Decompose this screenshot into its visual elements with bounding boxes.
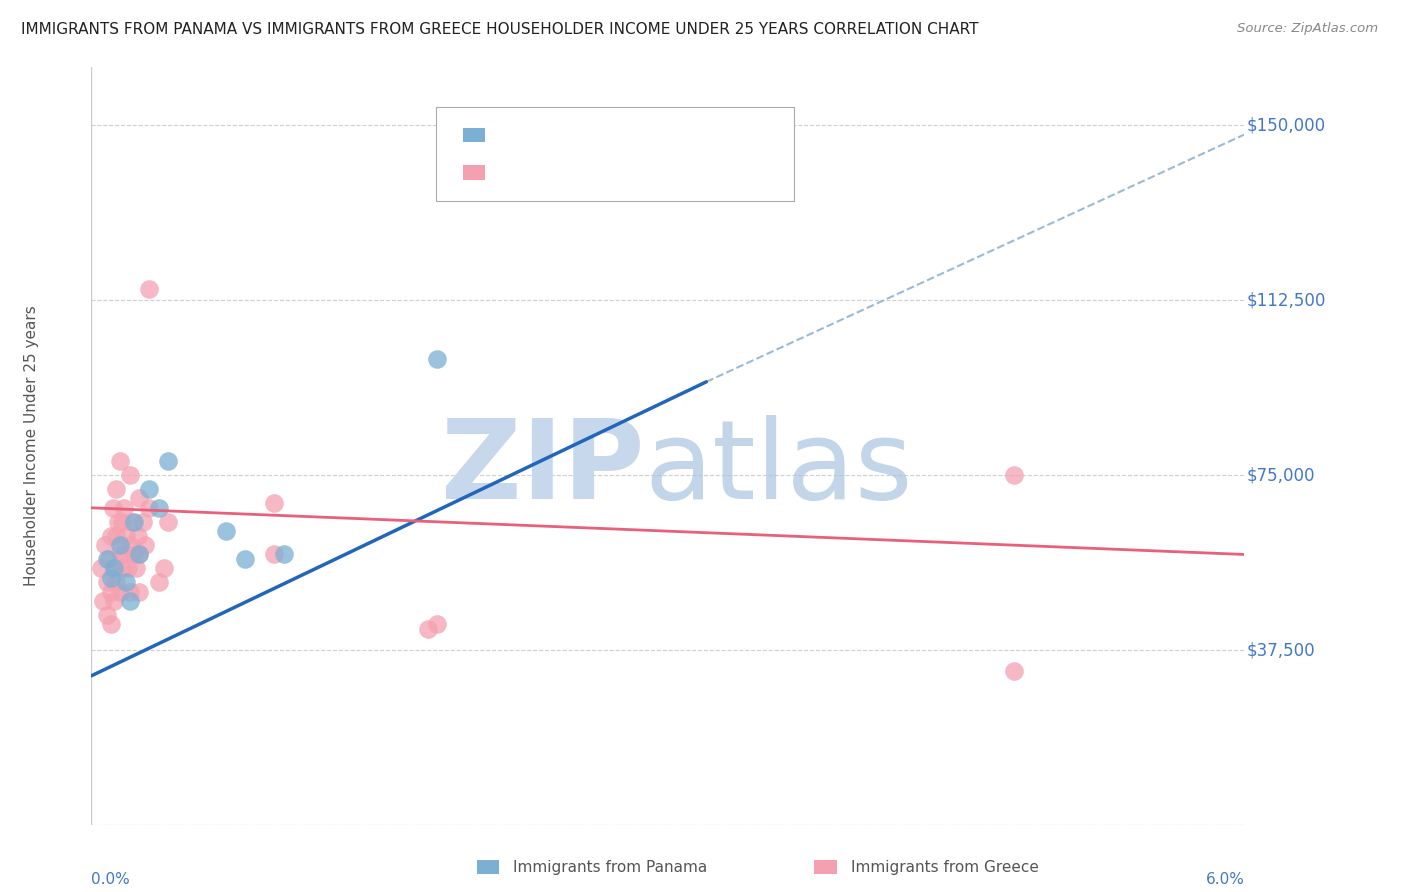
Point	[111, 515, 134, 529]
Point	[118, 594, 141, 608]
Text: Immigrants from Panama: Immigrants from Panama	[513, 860, 707, 874]
Point	[416, 622, 439, 636]
Text: R =: R =	[496, 127, 533, 145]
Point	[215, 524, 238, 538]
Point	[100, 571, 122, 585]
Point	[117, 561, 139, 575]
Point	[128, 548, 150, 562]
Point	[157, 454, 180, 468]
Point	[100, 584, 122, 599]
Point	[121, 515, 143, 529]
Point	[273, 548, 295, 562]
Text: $112,500: $112,500	[1247, 291, 1326, 310]
Point	[107, 515, 129, 529]
Point	[153, 561, 176, 575]
Point	[100, 529, 122, 543]
Point	[115, 575, 138, 590]
Point	[96, 575, 118, 590]
Point	[426, 351, 449, 366]
Text: $150,000: $150,000	[1247, 116, 1326, 134]
Point	[263, 548, 285, 562]
Point	[110, 538, 132, 552]
Point	[112, 548, 135, 562]
Point	[138, 500, 160, 515]
Text: N =: N =	[585, 163, 621, 181]
Text: -0.098: -0.098	[536, 163, 606, 181]
Text: R =: R =	[496, 163, 533, 181]
Point	[128, 548, 150, 562]
Text: $37,500: $37,500	[1247, 641, 1315, 659]
Point	[124, 561, 146, 575]
Text: IMMIGRANTS FROM PANAMA VS IMMIGRANTS FROM GREECE HOUSEHOLDER INCOME UNDER 25 YEA: IMMIGRANTS FROM PANAMA VS IMMIGRANTS FRO…	[21, 22, 979, 37]
Text: 0.670: 0.670	[536, 127, 606, 145]
Text: 15: 15	[624, 127, 647, 145]
Point	[111, 561, 134, 575]
Point	[103, 561, 125, 575]
Point	[263, 496, 285, 510]
Point	[90, 561, 112, 575]
Text: 48: 48	[624, 163, 647, 181]
Point	[127, 529, 149, 543]
Point	[105, 482, 128, 496]
Point	[101, 500, 124, 515]
Point	[96, 608, 118, 623]
Point	[1002, 664, 1025, 678]
Point	[118, 584, 141, 599]
Point	[112, 500, 135, 515]
Point	[100, 617, 122, 632]
Point	[96, 552, 118, 566]
Point	[115, 529, 138, 543]
Point	[426, 617, 449, 632]
Point	[148, 500, 170, 515]
Text: atlas: atlas	[645, 416, 914, 522]
Text: 0.0%: 0.0%	[91, 871, 131, 887]
Point	[148, 575, 170, 590]
Text: $75,000: $75,000	[1247, 467, 1315, 484]
Point	[132, 515, 155, 529]
Point	[122, 515, 145, 529]
Text: Immigrants from Greece: Immigrants from Greece	[851, 860, 1039, 874]
Point	[110, 548, 132, 562]
Point	[1002, 468, 1025, 483]
Point	[103, 561, 125, 575]
Point	[103, 594, 125, 608]
Point	[157, 515, 180, 529]
Point	[91, 594, 114, 608]
Text: ZIP: ZIP	[441, 416, 645, 522]
Text: 6.0%: 6.0%	[1205, 871, 1244, 887]
Point	[110, 454, 132, 468]
Text: Source: ZipAtlas.com: Source: ZipAtlas.com	[1237, 22, 1378, 36]
Point	[94, 538, 117, 552]
Point	[128, 584, 150, 599]
Point	[105, 575, 128, 590]
Point	[134, 538, 156, 552]
Point	[97, 552, 120, 566]
Point	[118, 468, 141, 483]
Point	[138, 482, 160, 496]
Point	[118, 538, 141, 552]
Point	[128, 491, 150, 506]
Text: Householder Income Under 25 years: Householder Income Under 25 years	[24, 306, 39, 586]
Point	[110, 584, 132, 599]
Point	[105, 529, 128, 543]
Text: N =: N =	[585, 127, 621, 145]
Point	[233, 552, 256, 566]
Point	[122, 548, 145, 562]
Point	[138, 281, 160, 295]
